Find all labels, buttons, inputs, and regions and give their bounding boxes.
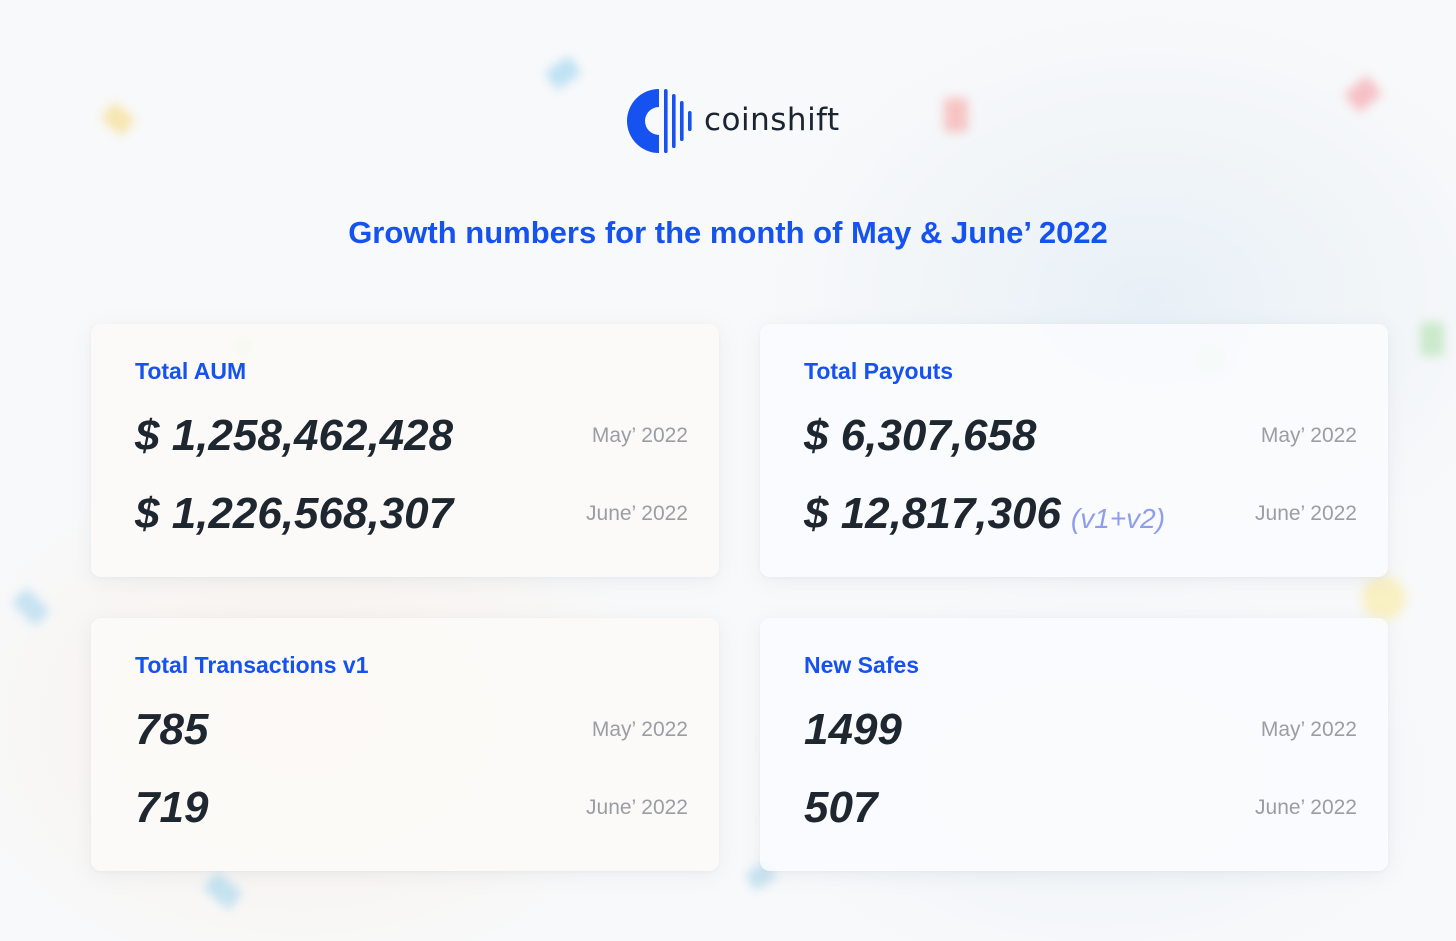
total-payouts-card: Total Payouts $ 6,307,658 May’ 2022 $ 12… [760,324,1388,577]
metric-row-june: $ 1,226,568,307 June’ 2022 [135,486,688,542]
metric-value: $ 12,817,306 [804,489,1061,538]
metric-suffix: (v1+v2) [1070,503,1166,534]
metric-value-group: $ 12,817,306 (v1+v2) [804,489,1165,539]
metric-value: 507 [804,783,878,832]
metric-row-may: $ 1,258,462,428 May’ 2022 [135,408,688,464]
metric-period: June’ 2022 [1255,502,1357,525]
metric-value: 719 [135,783,209,832]
page-title: Growth numbers for the month of May & Ju… [348,215,1108,250]
metric-period: June’ 2022 [586,502,688,525]
coinshift-logo: coinshift [626,88,840,154]
card-title: New Safes [804,652,920,678]
metric-period: May’ 2022 [591,718,688,741]
confetti-decoration [1420,322,1444,356]
total-aum-card: Total AUM $ 1,258,462,428 May’ 2022 $ 1,… [91,324,719,577]
metric-value: $ 6,307,658 [804,411,1037,460]
metric-value: $ 1,258,462,428 [135,411,454,460]
metric-period: June’ 2022 [1255,796,1357,819]
new-safes-card: New Safes 1499 May’ 2022 507 June’ 2022 [760,618,1388,871]
card-title: Total AUM [135,358,247,384]
metric-row-june: 719 June’ 2022 [135,780,688,836]
confetti-decoration [1362,576,1406,620]
metric-period: June’ 2022 [586,796,688,819]
metric-row-may: $ 6,307,658 May’ 2022 [804,408,1357,464]
metric-value: $ 1,226,568,307 [135,489,454,538]
metric-value: 1499 [804,705,902,754]
metric-row-june: 507 June’ 2022 [804,780,1357,836]
card-title: Total Payouts [804,358,954,384]
metric-row-june: $ 12,817,306 (v1+v2) June’ 2022 [804,486,1357,542]
metric-row-may: 1499 May’ 2022 [804,702,1357,758]
metric-period: May’ 2022 [1260,718,1357,741]
confetti-decoration [944,98,968,132]
metric-row-may: 785 May’ 2022 [135,702,688,758]
card-title: Total Transactions v1 [135,652,369,678]
brand-name: coinshift [704,102,840,138]
total-transactions-card: Total Transactions v1 785 May’ 2022 719 … [91,618,719,871]
metric-value: 785 [135,705,209,754]
coinshift-logo-icon [627,89,692,153]
metric-period: May’ 2022 [1260,424,1357,447]
metric-period: May’ 2022 [591,424,688,447]
